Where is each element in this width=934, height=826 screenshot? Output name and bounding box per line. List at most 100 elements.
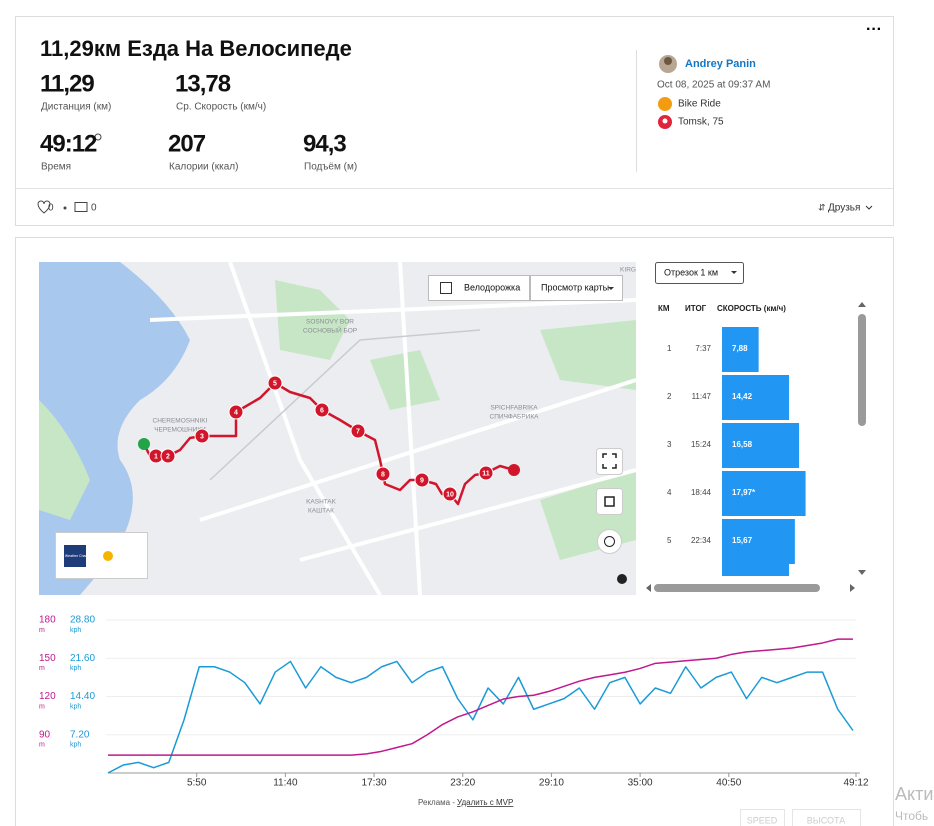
series-toggle[interactable]: [740, 809, 785, 826]
split-speed-label: 17,97*: [732, 488, 756, 497]
x-tick-label: 35:00: [628, 778, 653, 789]
fullscreen-icon: [602, 453, 617, 469]
y-tick-label: 28.80: [70, 615, 95, 626]
separator-dot: [63, 206, 67, 210]
split-time: 22:34: [691, 536, 712, 545]
activity-date: Oct 08, 2025 at 09:37 AM: [657, 80, 770, 91]
map[interactable]: The Weather Channel Велодорожка Просмотр…: [39, 262, 636, 595]
route-marker: [228, 404, 244, 420]
x-tick-label: 17:30: [362, 778, 387, 789]
place-label: ЧЕРЕМОШНИКИ: [154, 427, 206, 434]
locate-button[interactable]: [596, 488, 623, 515]
stat-value: 49:12: [40, 130, 97, 157]
split-speed-label: 15,67: [732, 536, 753, 545]
split-km: 4: [667, 488, 672, 497]
y-tick-label: 21.60: [70, 653, 95, 664]
route-marker-label: 1: [154, 453, 158, 460]
split-header: СКОРОСТЬ (км/ч): [717, 304, 786, 313]
y-tick-label: 7.20: [70, 729, 90, 740]
pan-icon: [604, 536, 615, 547]
elevation-speed-chart: 7.20kph14.40kph21.60kph28.80kph90m120m15…: [39, 615, 869, 826]
os-watermark: Чтобь: [895, 809, 928, 823]
y2-tick-label: 150: [39, 653, 56, 664]
split-speed-label: 7,88: [732, 344, 748, 353]
location-icon-dot: [662, 118, 668, 124]
series-toggle-label: ВЫСОТА: [807, 815, 845, 825]
y-tick-label: 14.40: [70, 691, 95, 702]
split-time: 18:44: [691, 488, 712, 497]
stat-value: 207: [168, 130, 206, 157]
athlete-name[interactable]: Andrey Panin: [685, 58, 756, 70]
route-marker: [442, 486, 458, 502]
route-start: [138, 438, 150, 450]
split-bar: [722, 471, 806, 516]
visibility[interactable]: Друзья: [828, 203, 860, 214]
stat-label: Ср. Скорость (км/ч): [176, 102, 266, 113]
split-selector[interactable]: [655, 262, 744, 284]
y2-unit: m: [39, 703, 45, 710]
summary-card: [15, 16, 894, 226]
splits-table: 1 7:37 7,88 2 11:47 14,42 3 15:24 16,58 4 18:44 17,…: [667, 327, 806, 576]
more-menu[interactable]: ···: [866, 21, 882, 38]
info-icon[interactable]: [94, 133, 102, 141]
bike-lanes-label: Велодорожка: [464, 282, 520, 292]
route-marker: [194, 428, 210, 444]
route-marker-label: 5: [273, 380, 277, 387]
pan-button[interactable]: [597, 529, 622, 554]
activity-location: Tomsk, 75: [678, 117, 724, 128]
stat-value: 94,3: [303, 130, 346, 157]
y-unit: kph: [70, 742, 81, 749]
y2-unit: m: [39, 627, 45, 634]
split-km: 2: [667, 392, 672, 401]
series-toggle-label: SPEED: [747, 815, 778, 825]
split-bar: [722, 327, 759, 372]
chevron: [865, 205, 873, 210]
x-tick-label: 23:20: [450, 778, 475, 789]
stat-value: 13,78: [175, 70, 231, 97]
info-button[interactable]: [617, 574, 627, 584]
place-label: КАШТАК: [308, 508, 334, 515]
split-speed-label: 16,58: [732, 440, 753, 449]
activity-title: 11,29км Езда На Велосипеде: [40, 36, 352, 61]
place-label: CHEREMOSHNIKI: [153, 418, 208, 425]
checkbox[interactable]: [440, 282, 452, 294]
park: [275, 280, 350, 360]
y2-tick-label: 120: [39, 691, 56, 702]
split-time: 15:24: [691, 440, 712, 449]
route-marker: [375, 466, 391, 482]
ad-remove-link[interactable]: Удалить с MVP: [457, 798, 513, 807]
route: [142, 381, 515, 506]
weather-logo: [64, 545, 86, 567]
river: [39, 262, 190, 595]
y-unit: kph: [70, 627, 81, 634]
comment-count: 0: [91, 203, 97, 214]
route-marker-label: 10: [446, 491, 454, 498]
sun-icon: [103, 551, 113, 561]
series-toggle[interactable]: [792, 809, 861, 826]
fullscreen-button[interactable]: [596, 448, 623, 475]
split-header: КМ: [658, 304, 670, 313]
horizontal-scrollbar[interactable]: [654, 584, 820, 592]
series-line: [107, 660, 854, 774]
y-unit: kph: [70, 703, 81, 710]
route-marker-label: 8: [381, 471, 385, 478]
stat-label: Время: [41, 162, 71, 173]
route-marker-label: 3: [200, 433, 204, 440]
split-bar: [722, 375, 790, 420]
vertical-scrollbar[interactable]: [858, 314, 866, 426]
route-marker-label: 9: [420, 477, 424, 484]
like-icon[interactable]: [37, 200, 51, 214]
place-label: SPICHFABRIKA: [490, 405, 538, 412]
y2-unit: m: [39, 742, 45, 749]
activity-type: Bike Ride: [678, 99, 721, 110]
route-marker: [267, 375, 283, 391]
route-marker-label: 2: [166, 453, 170, 460]
stat-label: Дистанция (км): [41, 102, 111, 113]
comment-icon[interactable]: [74, 202, 88, 212]
map-view-label: Просмотр карты: [541, 282, 609, 292]
map-view-select[interactable]: [530, 275, 623, 301]
like-count: 0: [48, 203, 54, 214]
split-header: ИТОГ: [685, 304, 707, 313]
